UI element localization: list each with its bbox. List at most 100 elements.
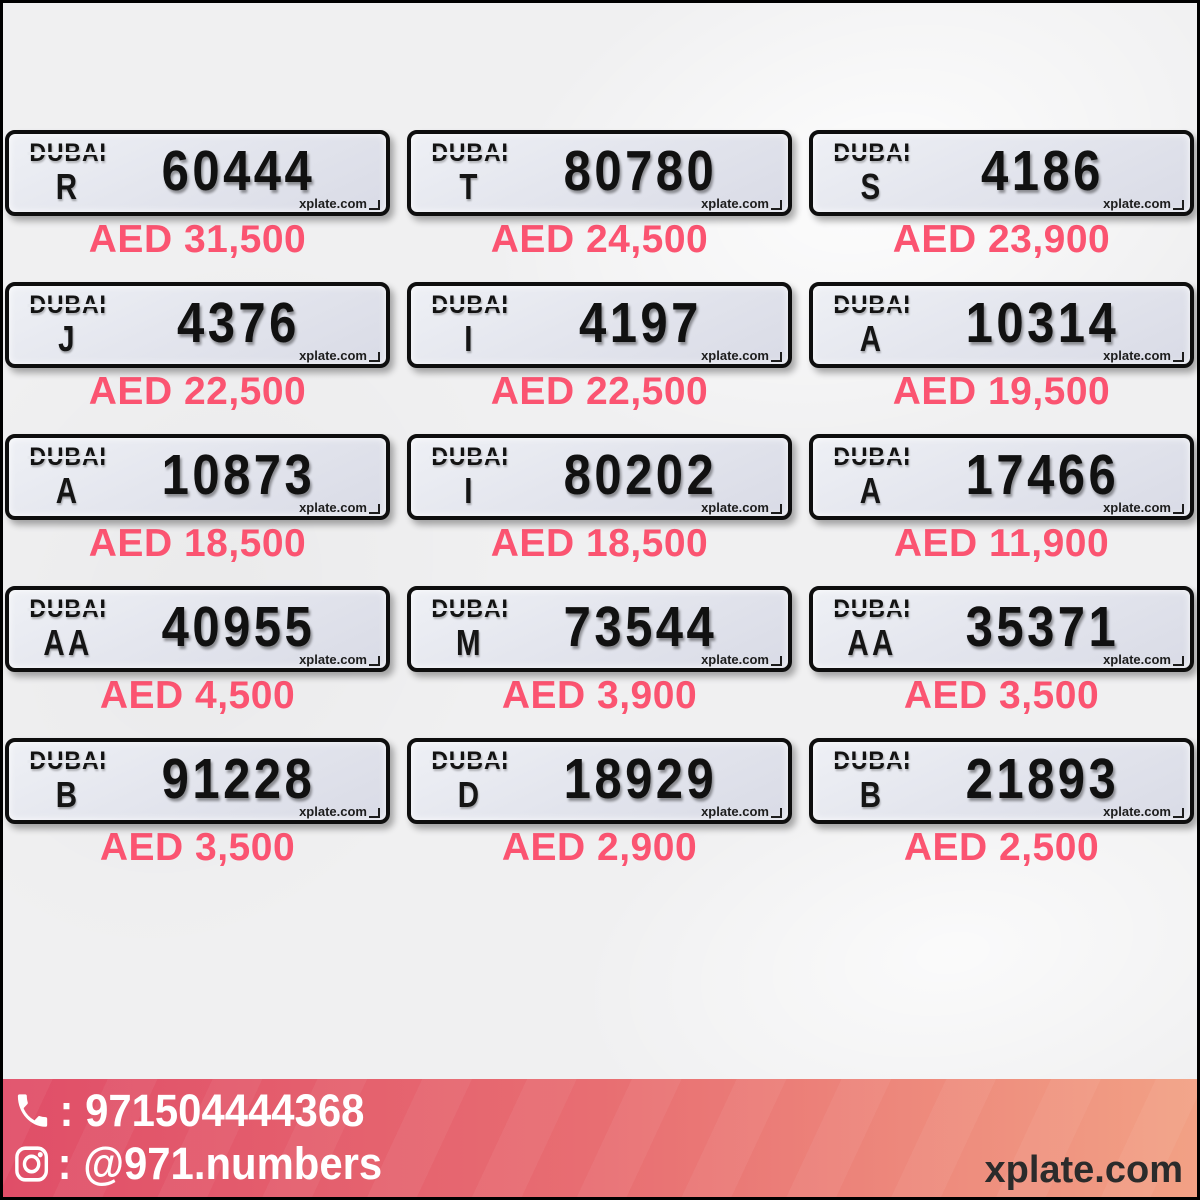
- price-label: AED 3,500: [99, 826, 296, 869]
- xplate-watermark-text: xplate.com: [701, 804, 769, 819]
- plate-listing: DUBAI I 80202 xplate.com AED 18,500: [407, 434, 792, 564]
- instagram-handle-label: : @971.numbers: [57, 1138, 383, 1189]
- plate-left-block: DUBAI B: [813, 742, 931, 820]
- xplate-watermark: xplate.com: [299, 653, 380, 666]
- plate-left-block: DUBAI A: [9, 438, 127, 516]
- license-plate: DUBAI B 91228 xplate.com: [5, 738, 390, 824]
- license-plate: DUBAI T 80780 xplate.com: [407, 130, 792, 216]
- xplate-watermark-text: xplate.com: [299, 652, 367, 667]
- plate-letter-code: R: [55, 166, 81, 207]
- xplate-watermark: xplate.com: [701, 501, 782, 514]
- plate-number: 80202: [563, 443, 718, 507]
- price-label: AED 18,500: [88, 522, 307, 565]
- instagram-contact-line: : @971.numbers: [13, 1141, 382, 1186]
- dubai-logo: DUBAI: [27, 291, 109, 319]
- license-plate: DUBAI B 21893 xplate.com: [809, 738, 1194, 824]
- xplate-watermark-text: xplate.com: [299, 348, 367, 363]
- plate-number: 17466: [965, 443, 1120, 507]
- plate-listing: DUBAI R 60444 xplate.com AED 31,500: [5, 130, 390, 260]
- license-plate: DUBAI A 17466 xplate.com: [809, 434, 1194, 520]
- xplate-watermark-text: xplate.com: [299, 500, 367, 515]
- plate-number: 21893: [965, 747, 1120, 811]
- price-label: AED 11,900: [893, 522, 1110, 565]
- plate-listing: DUBAI D 18929 xplate.com AED 2,900: [407, 738, 792, 868]
- xplate-watermark: xplate.com: [1103, 501, 1184, 514]
- plate-letter-code: AA: [847, 622, 897, 663]
- watermark-corner-mark: [369, 504, 380, 514]
- plate-letter-code: I: [464, 318, 476, 359]
- price-label: AED 22,500: [88, 370, 307, 413]
- watermark-corner-mark: [771, 352, 782, 362]
- watermark-corner-mark: [1173, 656, 1184, 666]
- xplate-watermark-text: xplate.com: [299, 196, 367, 211]
- watermark-corner-mark: [1173, 200, 1184, 210]
- license-plate: DUBAI AA 35371 xplate.com: [809, 586, 1194, 672]
- xplate-watermark: xplate.com: [1103, 197, 1184, 210]
- watermark-corner-mark: [369, 352, 380, 362]
- license-plate: DUBAI A 10314 xplate.com: [809, 282, 1194, 368]
- license-plate: DUBAI AA 40955 xplate.com: [5, 586, 390, 672]
- xplate-watermark-text: xplate.com: [701, 196, 769, 211]
- plate-listing: DUBAI M 73544 xplate.com AED 3,900: [407, 586, 792, 716]
- license-plate: DUBAI J 4376 xplate.com: [5, 282, 390, 368]
- plate-listing: DUBAI J 4376 xplate.com AED 22,500: [5, 282, 390, 412]
- price-label: AED 24,500: [490, 218, 709, 261]
- plate-number: 60444: [161, 139, 316, 203]
- xplate-watermark-text: xplate.com: [701, 348, 769, 363]
- plate-listing: DUBAI B 21893 xplate.com AED 2,500: [809, 738, 1194, 868]
- license-plate: DUBAI R 60444 xplate.com: [5, 130, 390, 216]
- xplate-watermark: xplate.com: [299, 501, 380, 514]
- xplate-watermark-text: xplate.com: [299, 804, 367, 819]
- plate-letter-code: T: [459, 166, 481, 207]
- plate-letter-code: J: [58, 318, 78, 359]
- license-plate: DUBAI I 80202 xplate.com: [407, 434, 792, 520]
- plate-letter-code: B: [55, 774, 81, 815]
- plate-number: 4197: [579, 291, 702, 355]
- xplate-watermark: xplate.com: [701, 805, 782, 818]
- watermark-corner-mark: [1173, 504, 1184, 514]
- dubai-logo: DUBAI: [831, 443, 913, 471]
- xplate-watermark: xplate.com: [1103, 805, 1184, 818]
- xplate-watermark: xplate.com: [701, 349, 782, 362]
- price-label: AED 3,500: [903, 674, 1100, 717]
- watermark-corner-mark: [771, 200, 782, 210]
- plate-left-block: DUBAI D: [411, 742, 529, 820]
- plate-letter-code: D: [457, 774, 483, 815]
- plate-number: 91228: [161, 747, 316, 811]
- watermark-corner-mark: [369, 808, 380, 818]
- plate-listing: DUBAI I 4197 xplate.com AED 22,500: [407, 282, 792, 412]
- phone-contact-line: : 971504444368: [13, 1088, 364, 1133]
- xplate-watermark: xplate.com: [299, 197, 380, 210]
- xplate-watermark: xplate.com: [299, 349, 380, 362]
- plate-number: 40955: [161, 595, 316, 659]
- price-label: AED 19,500: [892, 370, 1111, 413]
- dubai-logo: DUBAI: [831, 747, 913, 775]
- plate-letter-code: S: [860, 166, 884, 207]
- price-label: AED 2,500: [903, 826, 1100, 869]
- plate-letter-code: A: [55, 470, 81, 511]
- footer: : 971504444368 : @971.numbers xplate.com: [3, 1079, 1197, 1197]
- plate-left-block: DUBAI R: [9, 134, 127, 212]
- plate-number: 80780: [563, 139, 718, 203]
- plate-letter-code: B: [859, 774, 885, 815]
- license-plate: DUBAI D 18929 xplate.com: [407, 738, 792, 824]
- plate-listing: DUBAI AA 40955 xplate.com AED 4,500: [5, 586, 390, 716]
- dubai-logo: DUBAI: [429, 443, 511, 471]
- xplate-watermark: xplate.com: [1103, 653, 1184, 666]
- brand-label: xplate.com: [984, 1149, 1183, 1191]
- phone-icon: [17, 1093, 48, 1127]
- dubai-logo: DUBAI: [27, 443, 109, 471]
- plate-listing: DUBAI B 91228 xplate.com AED 3,500: [5, 738, 390, 868]
- xplate-watermark-text: xplate.com: [1103, 804, 1171, 819]
- dubai-logo: DUBAI: [429, 139, 511, 167]
- license-plate: DUBAI M 73544 xplate.com: [407, 586, 792, 672]
- phone-number-label: : 971504444368: [59, 1085, 365, 1136]
- watermark-corner-mark: [369, 200, 380, 210]
- price-label: AED 22,500: [490, 370, 709, 413]
- instagram-icon: [15, 1145, 49, 1182]
- plate-listing: DUBAI T 80780 xplate.com AED 24,500: [407, 130, 792, 260]
- watermark-corner-mark: [1173, 352, 1184, 362]
- plate-number: 4376: [177, 291, 300, 355]
- plate-left-block: DUBAI T: [411, 134, 529, 212]
- plate-listing: DUBAI A 17466 xplate.com AED 11,900: [809, 434, 1194, 564]
